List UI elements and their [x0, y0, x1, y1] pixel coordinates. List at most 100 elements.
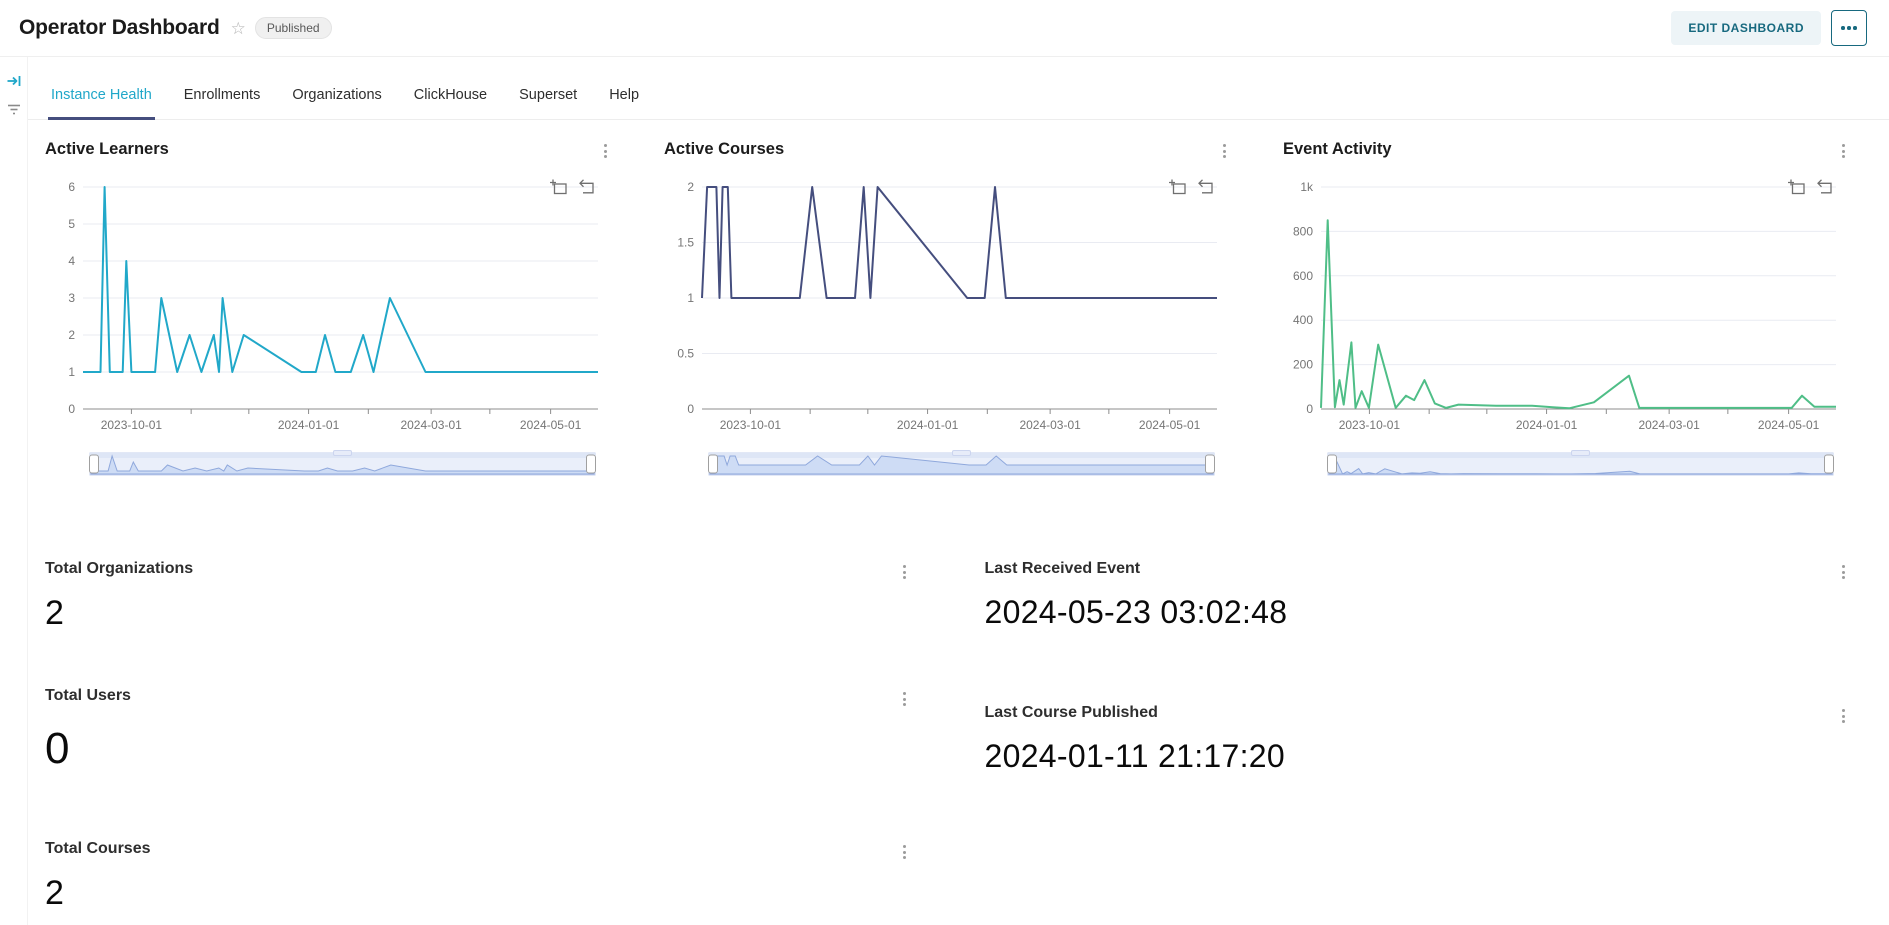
slider-grip: [333, 450, 352, 456]
tile-label: Total Courses: [45, 840, 151, 857]
zoom-select-icon[interactable]: [549, 179, 568, 196]
edit-dashboard-button[interactable]: EDIT DASHBOARD: [1671, 11, 1821, 45]
y-tick-label: 0: [687, 402, 694, 416]
x-tick-label: 2023-10-01: [1339, 418, 1401, 431]
tile-last-course-published: Last Course Published 2024-01-11 21:17:2…: [977, 703, 1853, 775]
chart-menu-button[interactable]: [900, 689, 909, 709]
chart-card-event-activity: Event Activity 0 200 400 600 800 1k 2023-10-01…: [1275, 139, 1852, 481]
time-range-slider[interactable]: [1327, 447, 1834, 481]
x-tick-label: 2024-01-01: [278, 418, 340, 431]
line-chart-active-learners[interactable]: 0 1 2 3 4 5 6 2023-10-01 2024-01-01 2024-03-01 202…: [37, 181, 614, 431]
expand-filter-bar-icon[interactable]: [6, 73, 22, 89]
y-tick-label: 2: [68, 328, 75, 342]
x-tick-label: 2024-01-01: [1516, 418, 1578, 431]
y-tick-label: 200: [1293, 358, 1313, 372]
slider-grip: [1571, 450, 1590, 456]
tile-value: 2: [45, 874, 65, 912]
slider-handle-left: [708, 454, 718, 474]
slider-area: [709, 455, 1214, 475]
chart-card-active-learners: Active Learners 0 1 2 3 4 5 6 2023-10-01 2024-01…: [37, 139, 614, 481]
filter-icon[interactable]: [6, 101, 22, 117]
published-status-badge[interactable]: Published: [254, 17, 332, 39]
x-tick-label: 2024-03-01: [1019, 418, 1081, 431]
line-chart-active-courses[interactable]: 0 0.5 1 1.5 2 2023-10-01 2024-01-01 2024-03-01 2…: [656, 181, 1233, 431]
tile-value: 0: [45, 724, 70, 773]
favorite-star-icon[interactable]: ☆: [230, 18, 246, 38]
slider-area: [1328, 457, 1833, 475]
chart-title: Active Learners: [45, 140, 169, 158]
x-tick-label: 2024-01-01: [897, 418, 959, 431]
x-tick-label: 2024-05-01: [1758, 418, 1820, 431]
slider-grip: [952, 450, 971, 456]
slider-handle-left: [89, 454, 99, 474]
time-range-slider[interactable]: [89, 447, 596, 481]
tile-total-users: Total Users 0: [37, 686, 913, 839]
more-actions-button[interactable]: [1831, 10, 1867, 46]
series-line: [83, 186, 598, 373]
y-tick-label: 5: [68, 217, 75, 231]
y-tick-label: 1k: [1300, 181, 1314, 194]
dashboard-tabs: Instance Health Enrollments Organization…: [28, 71, 1889, 120]
y-tick-label: 4: [68, 254, 75, 268]
page-title: Operator Dashboard: [19, 16, 220, 39]
tile-last-received-event: Last Received Event 2024-05-23 03:02:48: [977, 559, 1853, 703]
tile-total-organizations: Total Organizations 2: [37, 559, 913, 686]
y-tick-label: 0.5: [677, 347, 694, 361]
y-tick-label: 600: [1293, 269, 1313, 283]
y-tick-label: 6: [68, 181, 75, 194]
tab-instance-health[interactable]: Instance Health: [48, 71, 155, 120]
time-range-slider[interactable]: [708, 447, 1215, 481]
chart-menu-button[interactable]: [601, 141, 610, 161]
slider-handle-right: [1824, 454, 1834, 474]
slider-handle-right: [1205, 454, 1215, 474]
y-tick-label: 2: [687, 181, 694, 194]
tab-organizations[interactable]: Organizations: [292, 87, 382, 103]
slider-handle-left: [1327, 454, 1337, 474]
dashboard-grid: Active Learners 0 1 2 3 4 5 6 2023-10-01 2024-01…: [28, 120, 1889, 913]
slider-handle-right: [586, 454, 596, 474]
x-tick-label: 2024-03-01: [400, 418, 462, 431]
tile-value: 2: [45, 594, 65, 632]
y-tick-label: 1: [687, 291, 694, 305]
tab-superset[interactable]: Superset: [519, 87, 578, 103]
chart-menu-button[interactable]: [1839, 141, 1848, 161]
tab-clickhouse[interactable]: ClickHouse: [413, 87, 488, 103]
tile-label: Last Received Event: [984, 560, 1141, 577]
x-tick-label: 2024-05-01: [520, 418, 582, 431]
y-tick-label: 400: [1293, 313, 1313, 327]
tile-total-courses: Total Courses 2: [37, 839, 913, 913]
zoom-reset-icon[interactable]: [1815, 179, 1834, 196]
y-tick-label: 0: [68, 402, 75, 416]
chart-menu-button[interactable]: [900, 842, 909, 862]
zoom-reset-icon[interactable]: [1196, 179, 1215, 196]
chart-title: Active Courses: [664, 140, 785, 158]
line-chart-event-activity[interactable]: 0 200 400 600 800 1k 2023-10-01 2024-01-01 2024-…: [1275, 181, 1852, 431]
y-tick-label: 3: [68, 291, 75, 305]
x-tick-label: 2023-10-01: [101, 418, 163, 431]
tile-value: 2024-05-23 03:02:48: [984, 594, 1288, 630]
x-tick-label: 2024-03-01: [1638, 418, 1700, 431]
tab-enrollments[interactable]: Enrollments: [183, 87, 261, 103]
tab-help[interactable]: Help: [609, 87, 640, 103]
dashboard-header: Operator Dashboard ☆ Published EDIT DASH…: [0, 0, 1889, 57]
chart-menu-button[interactable]: [1839, 562, 1848, 582]
chart-menu-button[interactable]: [900, 562, 909, 582]
chart-menu-button[interactable]: [1839, 706, 1848, 726]
chart-menu-button[interactable]: [1220, 141, 1229, 161]
tile-label: Total Users: [45, 687, 131, 704]
series-line: [701, 186, 1217, 299]
zoom-select-icon[interactable]: [1787, 179, 1806, 196]
slider-area: [90, 454, 595, 475]
chart-title: Event Activity: [1283, 140, 1392, 158]
y-tick-label: 1.5: [677, 236, 694, 250]
x-tick-label: 2023-10-01: [720, 418, 782, 431]
zoom-reset-icon[interactable]: [577, 179, 596, 196]
tile-label: Total Organizations: [45, 560, 194, 577]
x-tick-label: 2024-05-01: [1139, 418, 1201, 431]
filter-rail: [0, 57, 28, 925]
chart-card-active-courses: Active Courses 0 0.5 1 1.5 2 2023-10-01 2024-0…: [656, 139, 1233, 481]
y-tick-label: 0: [1306, 402, 1313, 416]
y-tick-label: 800: [1293, 224, 1313, 238]
y-tick-label: 1: [68, 365, 75, 379]
zoom-select-icon[interactable]: [1168, 179, 1187, 196]
